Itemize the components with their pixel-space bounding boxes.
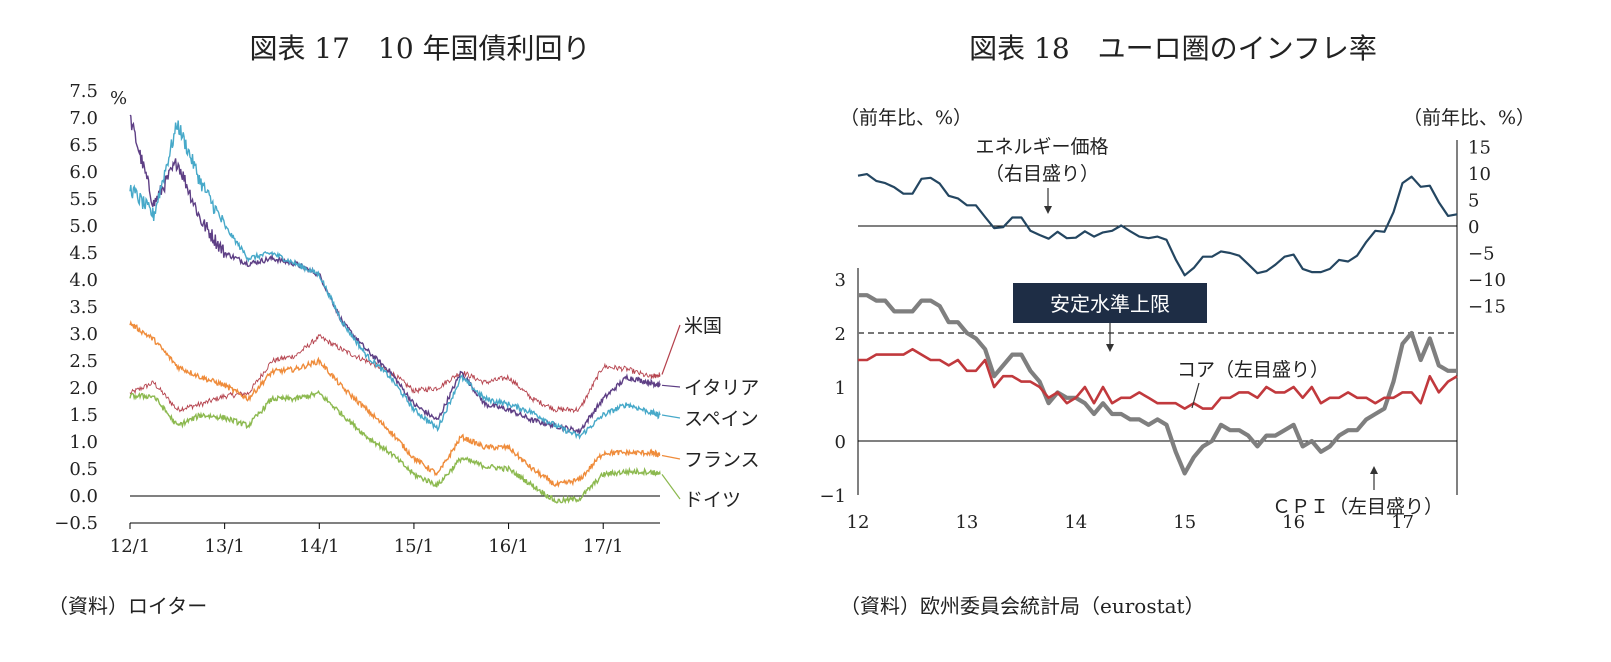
- right-x-tick: 17: [1391, 512, 1414, 533]
- left-label-pointer: [661, 454, 681, 460]
- right-left-y-tick: 1: [835, 378, 846, 399]
- right-right-unit: （前年比、%）: [1403, 107, 1535, 129]
- right-right-y-tick: −5: [1468, 244, 1495, 265]
- left-x-tick: 14/1: [299, 536, 339, 557]
- right-annotations: 安定水準上限 エネルギー価格 （右目盛り） コア（左目盛り） ＣＰＩ（左目盛り）: [975, 136, 1443, 518]
- left-chart: 7.5 7.0 6.5 6.0 5.5 5.0 4.5 4.0 3.5 3.0 2.5 2.0 1.5 1…: [54, 81, 759, 557]
- left-y-tick: 2.0: [69, 378, 98, 399]
- left-x-tick: 16/1: [488, 536, 528, 557]
- left-y-tick: 3.0: [69, 324, 98, 345]
- left-y-tick: 4.0: [69, 270, 98, 291]
- left-label-pointer: [661, 324, 681, 375]
- left-x-tick: 13/1: [204, 536, 244, 557]
- core-pointer: [1191, 382, 1200, 409]
- right-right-y-tick: 15: [1468, 138, 1491, 159]
- left-series-line: [129, 319, 661, 489]
- left-x-tick: 17/1: [583, 536, 623, 557]
- right-left-y-tick: 0: [835, 432, 846, 453]
- energy-label-1: エネルギー価格: [975, 136, 1108, 158]
- left-y-tick: 3.5: [69, 297, 98, 318]
- left-series-label: スペイン: [684, 408, 759, 430]
- cpi-label: ＣＰＩ（左目盛り）: [1272, 496, 1443, 518]
- right-left-unit: （前年比、%）: [840, 107, 972, 129]
- right-series-line: [858, 293, 1457, 476]
- right-source: （資料）欧州委員会統計局（eurostat）: [840, 594, 1205, 618]
- left-series-label: ドイツ: [684, 489, 741, 511]
- left-y-tick: 1.0: [69, 432, 98, 453]
- left-x-axis: 12/1 13/1 14/1 15/1 16/1 17/1: [110, 495, 660, 557]
- stability-label: 安定水準上限: [1050, 292, 1170, 316]
- left-y-tick: 0.0: [69, 486, 98, 507]
- left-y-tick: 5.0: [69, 216, 98, 237]
- right-x-tick: 12: [847, 512, 870, 533]
- energy-arrowhead: [1044, 206, 1052, 214]
- right-series-line: [857, 173, 1458, 277]
- right-chart-title: 図表 18 ユーロ圏のインフレ率: [969, 32, 1377, 65]
- left-y-tick: 7.5: [69, 81, 98, 102]
- left-series-label: フランス: [684, 449, 760, 471]
- right-x-tick: 13: [955, 512, 978, 533]
- left-x-tick: 15/1: [394, 536, 434, 557]
- left-series-line: [129, 389, 661, 505]
- right-right-y-tick: 5: [1468, 191, 1479, 212]
- left-y-tick: 4.5: [69, 243, 98, 264]
- left-y-tick: 6.0: [69, 162, 98, 183]
- left-y-axis-ticks: 7.5 7.0 6.5 6.0 5.5 5.0 4.5 4.0 3.5 3.0 2.5 2.0 1.5 1…: [54, 81, 98, 534]
- right-left-y-tick: 2: [835, 324, 846, 345]
- right-right-y-tick: −15: [1468, 297, 1506, 318]
- left-source: （資料）ロイター: [48, 594, 207, 618]
- right-x-tick: 16: [1282, 512, 1305, 533]
- left-y-tick: 7.0: [69, 108, 98, 129]
- right-right-y-tick: −10: [1468, 270, 1506, 291]
- left-y-tick: 1.5: [69, 405, 98, 426]
- stability-arrowhead: [1106, 344, 1114, 352]
- stability-label-box: [1013, 283, 1207, 323]
- right-series-line: [858, 347, 1458, 410]
- left-y-tick: 2.5: [69, 351, 98, 372]
- right-left-y-tick: −1: [819, 486, 846, 507]
- left-y-tick: −0.5: [54, 513, 98, 534]
- left-y-tick: 5.5: [69, 189, 98, 210]
- left-y-tick: 6.5: [69, 135, 98, 156]
- core-label: コア（左目盛り）: [1177, 359, 1329, 381]
- right-right-y-tick: 0: [1468, 217, 1479, 238]
- energy-label-2: （右目盛り）: [985, 163, 1099, 185]
- right-x-tick: 14: [1064, 512, 1087, 533]
- left-y-tick: 0.5: [69, 459, 98, 480]
- right-right-y-tick: 10: [1468, 164, 1491, 185]
- left-label-pointer: [661, 474, 681, 500]
- left-label-pointer: [661, 384, 681, 388]
- right-series-lines: [857, 173, 1458, 476]
- left-series-line: [129, 120, 661, 440]
- left-label-pointer: [661, 414, 681, 419]
- left-x-tick: 12/1: [110, 536, 150, 557]
- left-series-lines: [129, 114, 661, 505]
- left-y-unit: %: [110, 88, 127, 109]
- left-series-label: 米国: [684, 315, 722, 337]
- left-chart-title: 図表 17 10 年国債利回り: [249, 32, 590, 65]
- left-series-line: [129, 114, 661, 435]
- right-left-y-tick: 3: [835, 270, 846, 291]
- left-series-label: イタリア: [684, 377, 759, 399]
- cpi-arrowhead: [1370, 466, 1378, 474]
- left-series-line: [129, 333, 661, 414]
- right-x-tick: 15: [1173, 512, 1196, 533]
